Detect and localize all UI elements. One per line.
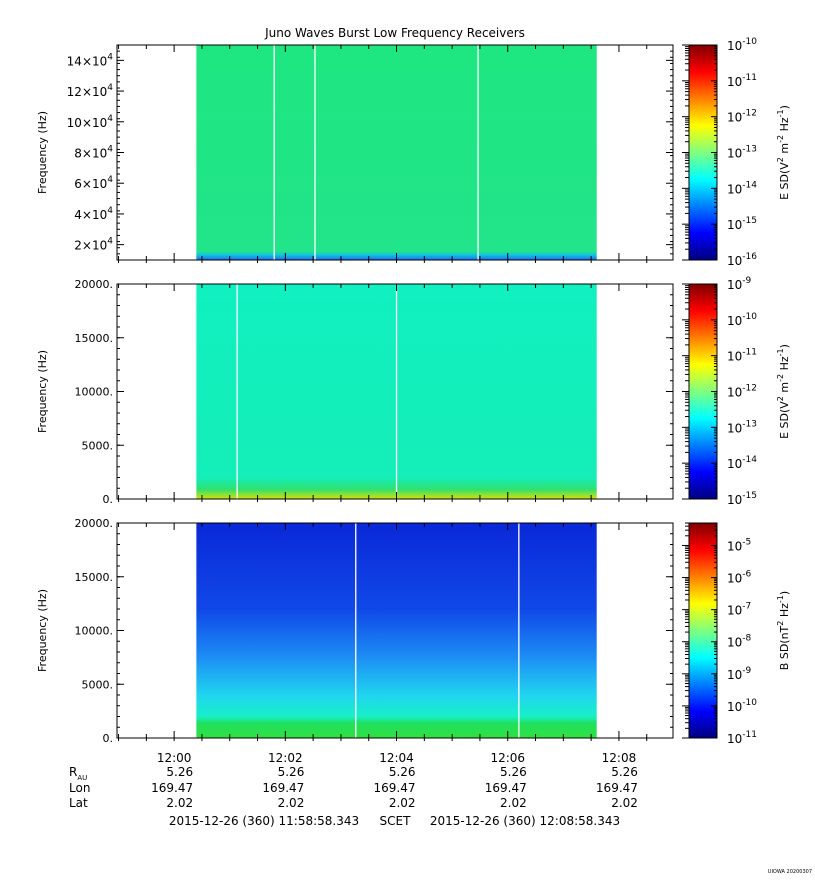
colorbar-tick-label: 10-11 bbox=[727, 348, 757, 364]
colorbar-tick-label: 10-6 bbox=[727, 570, 752, 586]
y-tick-label: 4×104 bbox=[74, 206, 113, 222]
colorbar-tick-label: 10-10 bbox=[727, 698, 757, 714]
y-tick-label: 0. bbox=[103, 732, 114, 745]
y-tick-label: 2×104 bbox=[74, 237, 113, 253]
spectrogram-panels: 2×104 4×104 6×104 8×104 10×104 12×104 14×104 Fr… bbox=[36, 37, 791, 746]
ephemeris-value: 169.47 bbox=[262, 781, 304, 795]
x-tick-label: 12:04 bbox=[379, 751, 414, 765]
time-range-scet: SCET bbox=[380, 814, 412, 828]
colorbar-tick-label: 10-11 bbox=[727, 730, 757, 746]
y-axis-label: Frequency (Hz) bbox=[36, 350, 49, 433]
ephemeris-table: RAU 5.26 5.26 5.26 5.26 5.26 Lon 169.47 169.47 16… bbox=[69, 765, 638, 810]
colorbar-label: B SD(nT2 Hz-1) bbox=[776, 591, 791, 670]
y-tick-label: 12×104 bbox=[67, 83, 114, 99]
y-tick-label: 20000. bbox=[75, 278, 114, 291]
y-tick-label: 15000. bbox=[75, 332, 114, 345]
y-tick-label: 10×104 bbox=[67, 114, 114, 130]
colorbar-tick-label: 10-15 bbox=[727, 491, 757, 507]
ephemeris-value: 2.02 bbox=[278, 796, 305, 810]
ephemeris-value: 2.02 bbox=[389, 796, 416, 810]
x-tick-label: 12:06 bbox=[490, 751, 525, 765]
colorbar-tick-label: 10-13 bbox=[727, 145, 757, 161]
colorbar-tick-label: 10-10 bbox=[727, 37, 757, 53]
colorbar-tick-label: 10-12 bbox=[727, 384, 757, 400]
colorbar-tick-label: 10-9 bbox=[727, 666, 752, 682]
spectrogram-data bbox=[196, 523, 597, 738]
y-tick-label: 5000. bbox=[82, 439, 114, 452]
y-axis-label: Frequency (Hz) bbox=[36, 111, 49, 194]
ephemeris-value: 169.47 bbox=[485, 781, 527, 795]
ephemeris-label: Lon bbox=[69, 781, 90, 795]
y-tick-label: 5000. bbox=[82, 678, 114, 691]
footer-id: UIOWA 20200307 bbox=[768, 869, 812, 875]
ephemeris-value: 5.26 bbox=[611, 765, 638, 779]
colorbar-tick-label: 10-7 bbox=[727, 602, 751, 618]
colorbar-tick-label: 10-14 bbox=[727, 180, 757, 196]
colorbar-tick-label: 10-14 bbox=[727, 455, 757, 471]
ephemeris-value: 169.47 bbox=[151, 781, 193, 795]
y-tick-label: 20000. bbox=[75, 517, 114, 530]
colorbar-tick-label: 10-13 bbox=[727, 419, 757, 435]
y-tick-label: 10000. bbox=[75, 386, 114, 399]
panel-2: 0. 5000. 10000. 15000. 20000. Frequency (Hz) 1… bbox=[36, 276, 791, 507]
ephemeris-value: 2.02 bbox=[611, 796, 638, 810]
y-tick-label: 6×104 bbox=[74, 175, 113, 191]
colorbar bbox=[688, 522, 718, 739]
colorbar-tick-label: 10-16 bbox=[727, 252, 757, 268]
time-axis-labels: 12:00 12:02 12:04 12:06 12:08 bbox=[157, 751, 636, 765]
panel-3: 0. 5000. 10000. 15000. 20000. Frequency (Hz) 1… bbox=[36, 517, 791, 746]
chart-title: Juno Waves Burst Low Frequency Receivers bbox=[264, 26, 525, 40]
colorbar-tick-label: 10-11 bbox=[727, 73, 757, 89]
time-range-end: 2015-12-26 (360) 12:08:58.343 bbox=[430, 814, 620, 828]
ephemeris-value: 169.47 bbox=[374, 781, 416, 795]
ephemeris-label: RAU bbox=[69, 765, 87, 782]
colorbar-label: E SD(V2 m-2 Hz-1) bbox=[776, 105, 791, 200]
colorbar-tick-label: 10-5 bbox=[727, 537, 751, 553]
ephemeris-value: 5.26 bbox=[166, 765, 193, 779]
y-tick-label: 10000. bbox=[75, 625, 114, 638]
ephemeris-value: 5.26 bbox=[500, 765, 527, 779]
spectrogram-data bbox=[196, 45, 597, 260]
y-tick-label: 14×104 bbox=[67, 52, 114, 68]
y-tick-label: 8×104 bbox=[74, 145, 113, 161]
colorbar-tick-label: 10-15 bbox=[727, 216, 757, 232]
ephemeris-value: 5.26 bbox=[389, 765, 416, 779]
ephemeris-value: 2.02 bbox=[166, 796, 193, 810]
x-tick-label: 12:00 bbox=[157, 751, 192, 765]
ephemeris-label: Lat bbox=[69, 796, 88, 810]
colorbar-label: E SD(V2 m-2 Hz-1) bbox=[776, 344, 791, 439]
ephemeris-value: 2.02 bbox=[500, 796, 527, 810]
colorbar-tick-label: 10-9 bbox=[727, 276, 752, 292]
colorbar-tick-label: 10-12 bbox=[727, 109, 757, 125]
ephemeris-value: 5.26 bbox=[278, 765, 305, 779]
y-tick-label: 0. bbox=[103, 493, 114, 506]
colorbar-tick-label: 10-10 bbox=[727, 312, 757, 328]
time-range-start: 2015-12-26 (360) 11:58:58.343 bbox=[169, 814, 359, 828]
y-axis-label: Frequency (Hz) bbox=[36, 589, 49, 672]
x-tick-label: 12:08 bbox=[602, 751, 637, 765]
y-tick-label: 15000. bbox=[75, 571, 114, 584]
panel-1: 2×104 4×104 6×104 8×104 10×104 12×104 14×104 Fr… bbox=[36, 37, 791, 268]
x-tick-label: 12:02 bbox=[268, 751, 303, 765]
ephemeris-value: 169.47 bbox=[596, 781, 638, 795]
colorbar-tick-label: 10-8 bbox=[727, 634, 752, 650]
